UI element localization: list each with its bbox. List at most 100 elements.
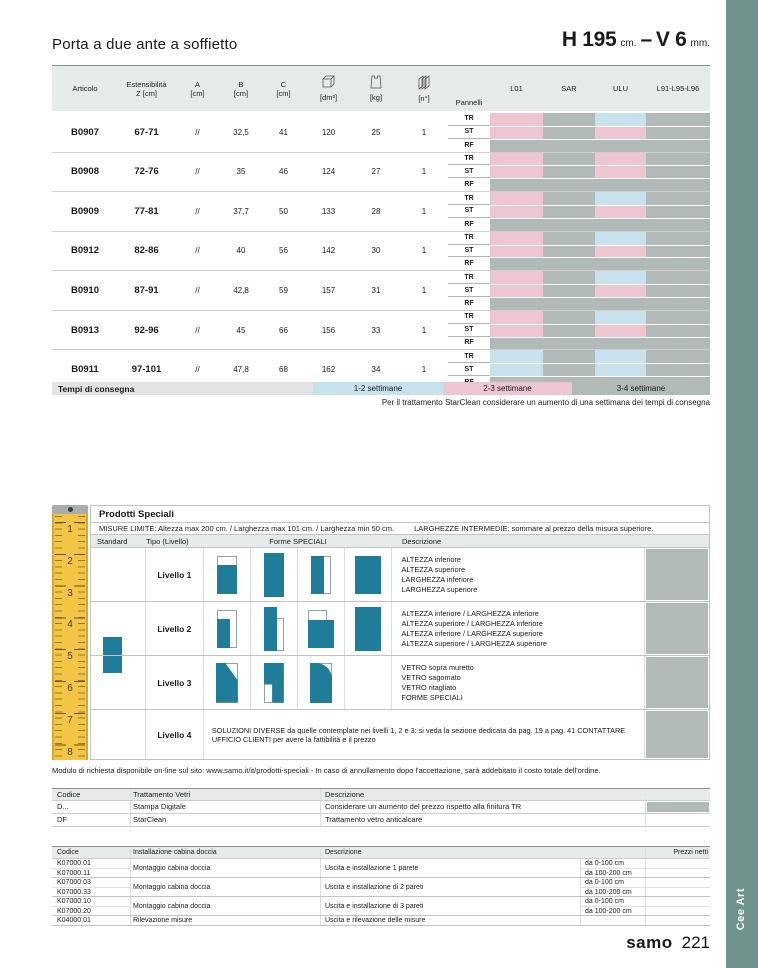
availability-cell	[646, 217, 710, 231]
price-placeholder	[646, 711, 708, 758]
col-ulu: ULU	[612, 84, 628, 93]
col-installazione: Installazione cabina doccia	[130, 849, 320, 856]
alt-sup-larg-sup-icon	[354, 606, 381, 651]
misure-limite-row: MISURE LIMITE: Altezza max 200 cm. / Lar…	[90, 522, 710, 535]
livello-row: Livello 4 SOLUZIONI DIVERSE da quelle con…	[90, 710, 710, 760]
availability-cell	[646, 271, 710, 285]
c-cell: 59	[279, 286, 288, 296]
shape-cell	[251, 602, 298, 655]
descrizione-line: LARGHEZZA inferiore	[401, 574, 474, 584]
descrizione-line: VETRO sagomato	[401, 672, 461, 682]
availability-cell	[543, 271, 595, 285]
descrizione-line: FORME SPECIALI	[401, 692, 463, 702]
col-forme: Forme SPECIALI	[269, 536, 327, 546]
descrizione-cell: Trattamento vetro anticalcare	[320, 814, 645, 826]
misure-limite: MISURE LIMITE: Altezza max 200 cm. / Lar…	[99, 524, 395, 533]
availability-cell	[490, 363, 543, 377]
table-row-group: B0908 72-76 // 35 46 124 27 1 TR ST RF	[52, 151, 710, 192]
codice-cell: K04000.01	[57, 917, 91, 924]
installazione-cell: Montaggio cabina doccia	[130, 897, 320, 915]
availability-cell	[646, 336, 710, 350]
availability-cell	[543, 138, 595, 152]
livello-label: Livello 3	[146, 656, 204, 709]
b-cell: 40	[236, 246, 246, 256]
availability-cell	[490, 284, 543, 297]
descrizione-line: ALTEZZA superiore / LARGHEZZA inferiore	[401, 618, 543, 628]
finish-row: RF	[448, 217, 710, 231]
price-column	[645, 878, 710, 896]
price-cell	[645, 814, 710, 826]
articolo-cell: B0912	[71, 245, 99, 257]
c-cell: 41	[279, 127, 288, 137]
finish-row: ST	[448, 323, 710, 337]
legend-segments: 1-2 settimane 2-3 settimane 3-4 settimane	[313, 382, 710, 395]
prodotti-col-headers: Standard Tipo (Livello) Forme SPECIALI D…	[90, 535, 710, 548]
altezza-inferiore-icon	[216, 555, 237, 594]
install-block: K07000.10 K07000.20 Montaggio cabina docci…	[52, 897, 710, 916]
availability-cell	[595, 231, 646, 245]
availability-cell	[490, 192, 543, 205]
weight-icon	[370, 75, 382, 93]
range-cell: da 0-100 cm	[585, 879, 624, 886]
codice-cell: DF	[57, 815, 67, 824]
availability-cell	[490, 257, 543, 271]
availability-cell	[646, 204, 710, 218]
availability-cell	[646, 178, 710, 192]
availability-cell	[543, 125, 595, 139]
vetro-diagonale-icon	[215, 662, 238, 703]
livello-descrizione: VETRO sopra muretto VETRO sagomato VETRO r…	[392, 656, 646, 709]
codici-column: K07000.01 K07000.11	[52, 859, 130, 877]
availability-cell	[543, 296, 595, 310]
codici-column: K04000.01	[52, 916, 130, 925]
col-codice: Codice	[57, 849, 79, 856]
descrizione-cell: Uscita e installazione di 3 pareti	[320, 897, 580, 915]
availability-cell	[543, 231, 595, 245]
price-cell	[646, 905, 710, 916]
availability-cell	[646, 310, 710, 324]
volume-cell: 156	[321, 325, 336, 335]
price-cell	[646, 867, 710, 878]
b-cell: 35	[236, 167, 246, 177]
availability-cell	[595, 244, 646, 258]
codici-column: K07000.10 K07000.20	[52, 897, 130, 915]
codice-cell: D...	[57, 802, 69, 811]
col-trattamento: Trattamento Vetri	[130, 790, 320, 799]
installazione-cell: Montaggio cabina doccia	[130, 859, 320, 877]
finish-row: ST	[448, 363, 710, 377]
range-cell: da 0-100 cm	[585, 898, 624, 905]
livelli-rows: Livello 1 ALTEZZA inferiore ALTEZZA superi…	[90, 548, 710, 760]
volume-cell: 162	[321, 365, 336, 375]
shape-cell	[251, 548, 298, 601]
descrizione-line: ALTEZZA inferiore	[401, 554, 461, 564]
footer: samo 221	[626, 933, 710, 953]
finish-row: RF	[448, 138, 710, 152]
volume-cell: 120	[321, 127, 336, 137]
shape-cell	[251, 656, 298, 709]
range-column: da 0-100 cm da 100-200 cm	[580, 859, 645, 877]
ruler-cap	[52, 505, 88, 514]
col-weight: [kg]	[352, 66, 400, 111]
availability-cell	[595, 363, 646, 377]
main-table-body: B0907 67-71//32,5 41 120 25 1 TR ST RF B0908 72-76…	[52, 113, 710, 389]
installazione-cell: Rilevazione misure	[130, 916, 320, 925]
finish-row: TR	[448, 350, 710, 364]
descrizione-line: ALTEZZA superiore / LARGHEZZA superiore	[401, 638, 547, 648]
c-cell: 46	[279, 167, 288, 177]
ruler-number: 1	[67, 524, 73, 535]
count-cell: 1	[421, 167, 427, 177]
estensibilita-cell: 92-96	[134, 324, 159, 336]
availability-cell	[646, 125, 710, 139]
install-header: Codice Installazione cabina doccia Descr…	[52, 846, 710, 859]
availability-cell	[595, 165, 646, 179]
weight-cell: 28	[371, 206, 381, 216]
finish-label: RF	[464, 299, 474, 307]
availability-cell	[595, 138, 646, 152]
price-cell	[645, 548, 709, 601]
panels-icon	[417, 74, 431, 94]
articolo-cell: B0909	[71, 205, 99, 217]
availability-cell	[490, 336, 543, 350]
col-price	[645, 793, 710, 796]
volume-cell: 124	[321, 167, 336, 177]
side-accent-bar: Cee Art	[726, 0, 758, 968]
